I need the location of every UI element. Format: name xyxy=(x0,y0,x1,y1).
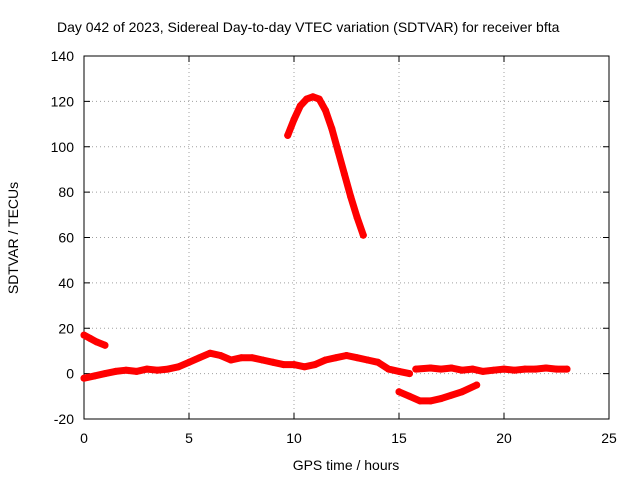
data-point xyxy=(437,365,445,373)
data-point xyxy=(303,95,311,103)
data-point xyxy=(334,147,342,155)
y-axis-title: SDTVAR / TECUs xyxy=(5,182,21,294)
data-point xyxy=(427,397,434,405)
y-tick-label: 120 xyxy=(51,93,75,109)
x-tick-label: 0 xyxy=(80,430,88,446)
data-point xyxy=(80,374,88,382)
x-tick-label: 20 xyxy=(496,430,512,446)
data-point xyxy=(395,367,403,375)
x-tick-label: 10 xyxy=(286,430,302,446)
data-point xyxy=(406,392,413,400)
data-point xyxy=(175,363,182,371)
data-point xyxy=(259,356,266,364)
data-point xyxy=(143,365,151,373)
data-point xyxy=(542,364,550,372)
data-point xyxy=(532,365,539,373)
series-main-trace-part1 xyxy=(80,349,413,382)
data-point xyxy=(469,365,476,373)
data-point xyxy=(101,341,109,349)
data-point xyxy=(479,367,487,375)
data-point xyxy=(206,349,214,357)
data-point xyxy=(521,365,529,373)
data-point xyxy=(353,213,361,221)
x-tick-label: 5 xyxy=(185,430,193,446)
data-point xyxy=(164,365,172,373)
data-point xyxy=(416,397,424,405)
y-tick-label: 100 xyxy=(51,139,75,155)
data-point xyxy=(311,361,319,369)
data-point xyxy=(301,363,308,371)
plot-frame xyxy=(83,55,610,420)
data-point xyxy=(328,125,336,133)
data-point xyxy=(563,365,571,373)
data-point xyxy=(359,231,367,239)
data-point xyxy=(91,372,98,380)
data-point xyxy=(248,354,256,362)
data-point xyxy=(101,370,109,378)
chart-title: Day 042 of 2023, Sidereal Day-to-day VTE… xyxy=(57,19,560,35)
x-axis-title: GPS time / hours xyxy=(293,457,400,473)
data-point xyxy=(217,352,224,359)
data-point xyxy=(437,395,445,403)
y-tick-label: 60 xyxy=(58,230,74,246)
data-point xyxy=(458,388,466,396)
y-tick-label: -20 xyxy=(54,411,74,427)
data-point xyxy=(473,381,481,389)
data-point xyxy=(238,354,245,362)
data-point xyxy=(227,356,235,364)
data-point xyxy=(385,365,392,373)
data-point xyxy=(458,366,466,374)
data-point xyxy=(86,335,94,342)
data-point xyxy=(332,354,340,362)
data-point xyxy=(490,366,497,374)
data-point xyxy=(122,366,130,374)
data-point xyxy=(395,388,403,396)
data-point xyxy=(296,102,304,110)
y-tick-label: 0 xyxy=(66,366,74,382)
data-point xyxy=(290,361,298,369)
y-tick-label: 20 xyxy=(58,320,74,336)
y-tick-label: 80 xyxy=(58,184,74,200)
data-point xyxy=(448,364,455,372)
data-point xyxy=(412,365,420,373)
series-peak-segment xyxy=(284,93,367,239)
data-point xyxy=(185,358,193,366)
x-tick-label: 15 xyxy=(391,430,407,446)
y-tick-label: 40 xyxy=(58,275,74,291)
data-point xyxy=(406,370,413,378)
data-point xyxy=(427,364,434,372)
y-tick-label: 140 xyxy=(51,48,75,64)
data-point xyxy=(347,193,355,201)
data-point xyxy=(112,367,119,375)
data-point xyxy=(343,352,350,359)
data-point xyxy=(322,106,329,114)
data-point xyxy=(269,358,277,366)
data-point xyxy=(374,358,382,366)
data-point xyxy=(553,365,560,373)
data-point xyxy=(340,170,348,178)
data-point xyxy=(80,331,88,339)
data-point xyxy=(364,356,371,364)
data-point xyxy=(315,95,323,103)
data-point xyxy=(154,366,161,374)
x-tick-label: 25 xyxy=(601,430,617,446)
data-point xyxy=(448,391,455,399)
data-point xyxy=(500,365,508,373)
data-point xyxy=(93,338,101,346)
data-point xyxy=(322,356,329,364)
data-point xyxy=(196,354,203,362)
data-point xyxy=(133,367,140,375)
data-point xyxy=(280,361,287,369)
data-point xyxy=(511,366,518,374)
data-point xyxy=(290,116,298,123)
data-point xyxy=(284,131,292,139)
data-point xyxy=(353,354,361,362)
series-early-offset-segment xyxy=(80,331,109,349)
data-point xyxy=(309,93,317,101)
